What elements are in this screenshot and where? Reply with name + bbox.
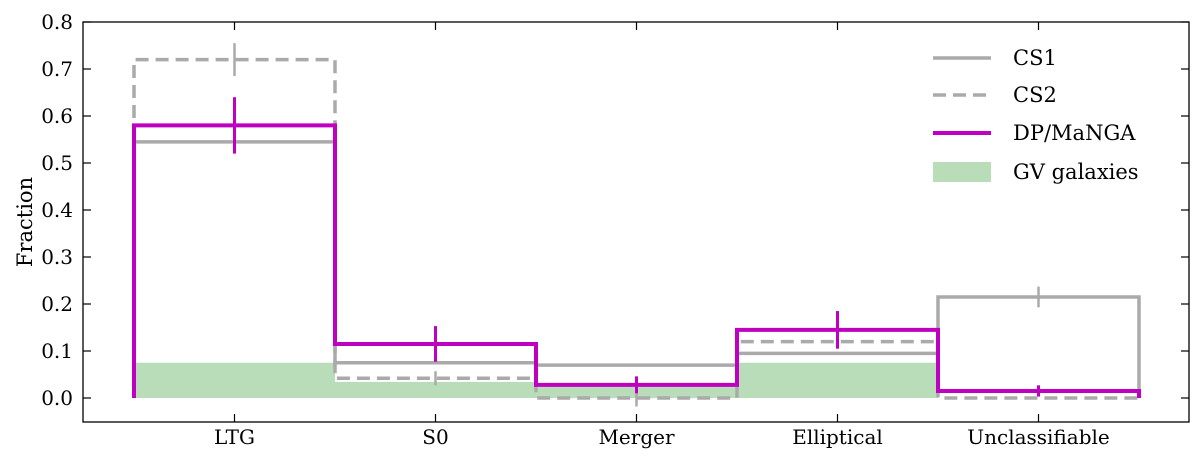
- y-tick-label: 0.6: [41, 104, 73, 128]
- y-tick-label: 0.3: [41, 245, 73, 269]
- y-tick-label: 0.1: [41, 339, 73, 363]
- y-tick-label: 0.7: [41, 57, 73, 81]
- bar-gv-galaxies-3: [737, 362, 938, 398]
- legend: CS1 CS2 DP/MaNGA GV galaxies: [933, 46, 1139, 184]
- bar-gv-galaxies-1: [335, 382, 536, 398]
- axes-layer: 0.0 0.1 0.2 0.3 0.4 0.5 0.6 0.7 0.8 LTG S0 Merger El…: [13, 10, 1190, 449]
- y-tick-label: 0.8: [41, 10, 73, 34]
- series-line-cs1: [132, 140, 1141, 398]
- fill-layer: [134, 362, 938, 398]
- bar-gv-galaxies-0: [134, 362, 335, 398]
- x-tick-label: Unclassifiable: [967, 425, 1109, 449]
- x-tick-label: Elliptical: [792, 425, 883, 449]
- legend-label-cs2: CS2: [1013, 83, 1057, 107]
- lines-layer: [132, 43, 1141, 407]
- plot-frame: [82, 21, 1190, 423]
- y-tick-label: 0.4: [41, 198, 73, 222]
- y-tick-label: 0.0: [41, 386, 73, 410]
- legend-label-gv-galaxies: GV galaxies: [1013, 160, 1139, 184]
- x-tick-label: LTG: [214, 425, 255, 449]
- x-tick-label: Merger: [598, 425, 675, 449]
- legend-swatch-gv-galaxies: [933, 162, 991, 182]
- legend-label-cs1: CS1: [1013, 46, 1057, 70]
- legend-label-dp-manga: DP/MaNGA: [1013, 121, 1136, 145]
- y-tick-label: 0.2: [41, 292, 73, 316]
- series-line-cs2: [132, 57, 1139, 400]
- x-tick-label: S0: [422, 425, 448, 449]
- y-axis-title: Fraction: [13, 177, 37, 267]
- y-tick-label: 0.5: [41, 151, 73, 175]
